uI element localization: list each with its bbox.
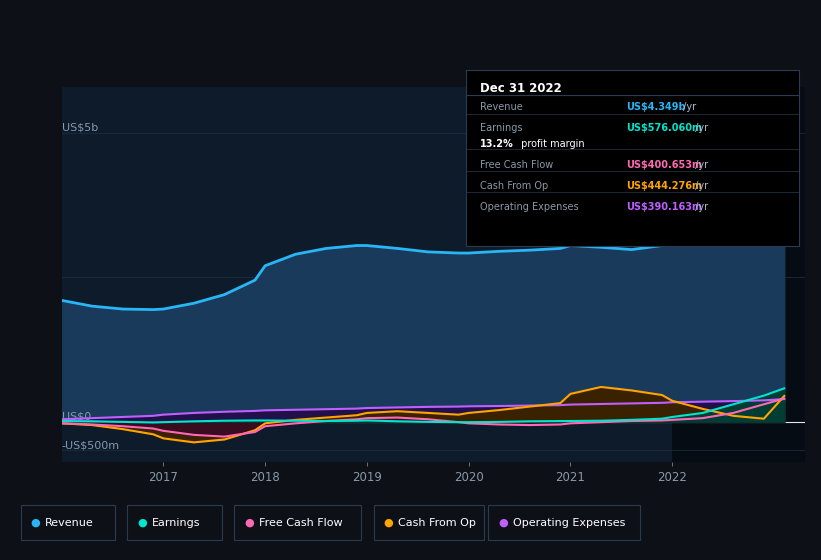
Text: 13.2%: 13.2% bbox=[479, 139, 513, 149]
Text: /yr: /yr bbox=[680, 102, 696, 112]
Text: Operating Expenses: Operating Expenses bbox=[513, 518, 626, 528]
Bar bbox=[672, 87, 805, 462]
Text: profit margin: profit margin bbox=[518, 139, 585, 149]
Text: Revenue: Revenue bbox=[479, 102, 522, 112]
Text: /yr: /yr bbox=[692, 181, 708, 191]
Text: Free Cash Flow: Free Cash Flow bbox=[479, 160, 553, 170]
Text: /yr: /yr bbox=[692, 123, 708, 133]
Text: -US$500m: -US$500m bbox=[62, 441, 120, 450]
Text: Cash From Op: Cash From Op bbox=[479, 181, 548, 191]
Text: ●: ● bbox=[383, 518, 393, 528]
Text: US$400.653m: US$400.653m bbox=[626, 160, 702, 170]
Text: Earnings: Earnings bbox=[479, 123, 522, 133]
Text: US$5b: US$5b bbox=[62, 123, 98, 133]
Text: US$4.349b: US$4.349b bbox=[626, 102, 686, 112]
Text: US$390.163m: US$390.163m bbox=[626, 202, 702, 212]
Text: Operating Expenses: Operating Expenses bbox=[479, 202, 578, 212]
Text: ●: ● bbox=[30, 518, 40, 528]
Text: Revenue: Revenue bbox=[45, 518, 94, 528]
Text: Cash From Op: Cash From Op bbox=[398, 518, 476, 528]
Text: ●: ● bbox=[137, 518, 147, 528]
Text: Earnings: Earnings bbox=[152, 518, 200, 528]
Text: ●: ● bbox=[498, 518, 508, 528]
Text: US$576.060m: US$576.060m bbox=[626, 123, 702, 133]
Text: US$444.276m: US$444.276m bbox=[626, 181, 702, 191]
Text: Dec 31 2022: Dec 31 2022 bbox=[479, 82, 562, 95]
Text: /yr: /yr bbox=[692, 202, 708, 212]
Text: Free Cash Flow: Free Cash Flow bbox=[259, 518, 342, 528]
Text: US$0: US$0 bbox=[62, 412, 91, 422]
Text: ●: ● bbox=[244, 518, 254, 528]
Text: /yr: /yr bbox=[692, 160, 708, 170]
